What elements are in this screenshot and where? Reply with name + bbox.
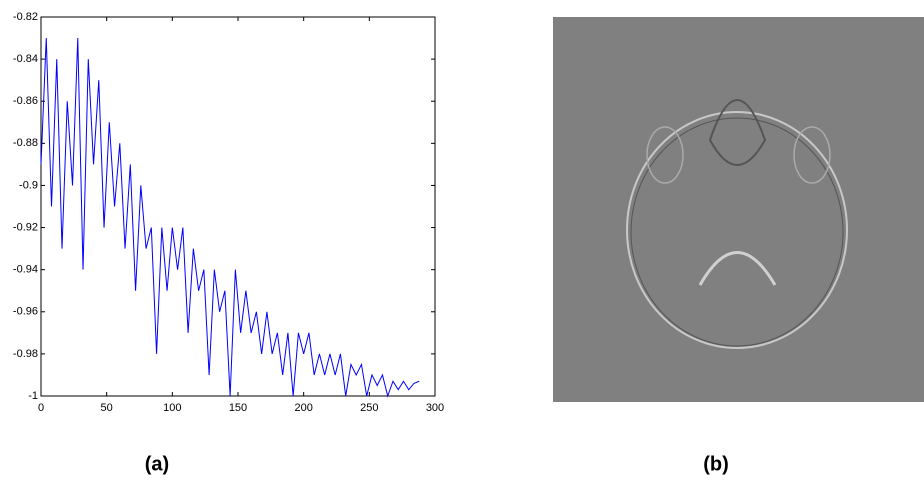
- y-tick-label: -0.96: [13, 306, 38, 318]
- y-tick-label: -0.86: [13, 95, 38, 107]
- y-tick-label: -0.94: [13, 264, 38, 276]
- x-tick-label: 100: [163, 402, 181, 414]
- x-tick-label: 300: [426, 402, 444, 414]
- x-tick-label: 150: [229, 402, 247, 414]
- y-tick-label: -0.9: [19, 179, 38, 191]
- y-tick-label: -1: [28, 390, 38, 402]
- x-tick-label: 250: [360, 402, 378, 414]
- y-tick-label: -0.98: [13, 348, 38, 360]
- ct-image: [553, 17, 924, 402]
- caption: (a): [145, 453, 169, 475]
- y-tick-label: -0.82: [13, 11, 38, 23]
- x-tick-label: 200: [294, 402, 312, 414]
- x-tick-label: 0: [38, 402, 44, 414]
- caption: (b): [703, 453, 729, 475]
- plot-frame: [40, 16, 436, 397]
- x-tick-label: 50: [101, 402, 113, 414]
- y-tick-label: -0.88: [13, 137, 38, 149]
- data-line: [40, 38, 420, 398]
- y-tick-label: -0.84: [13, 53, 38, 65]
- y-tick-label: -0.92: [13, 221, 38, 233]
